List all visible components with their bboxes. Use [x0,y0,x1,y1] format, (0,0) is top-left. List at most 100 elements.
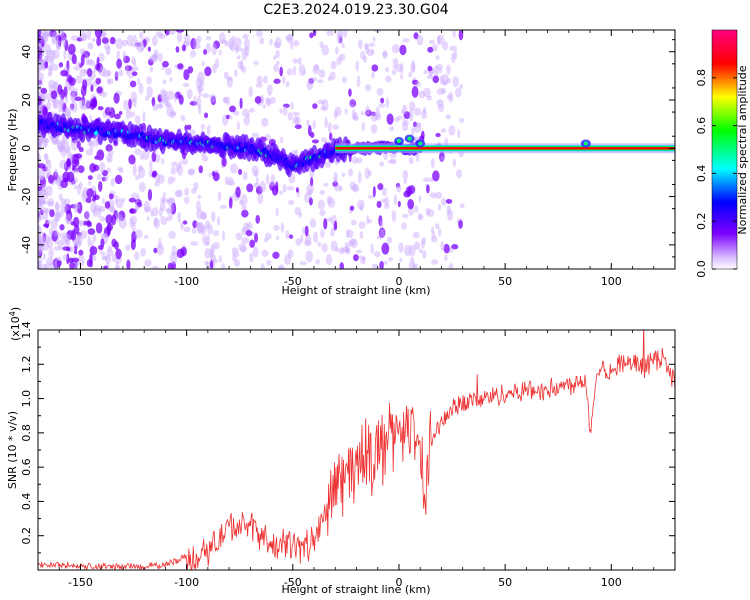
heatmap-speckle [219,32,226,44]
heatmap-speckle [265,97,270,105]
heatmap-speckle [448,262,454,269]
heatmap-speckle [142,38,147,48]
heatmap-speckle [156,243,165,256]
spectrogram-y-axis-label: Frequency (Hz) [6,109,19,192]
heatmap-speckle [239,200,244,206]
heatmap-speckle [312,103,318,109]
heatmap-speckle [210,243,215,256]
heatmap-speckle [116,50,120,61]
heatmap-speckle [244,46,250,57]
heatmap-speckle [435,191,443,199]
heatmap-speckle [38,260,42,269]
snr-x-tick-label-0: -150 [68,576,93,589]
heatmap-speckle [197,103,202,115]
heatmap-speckle [427,65,433,72]
heatmap-speckle [70,229,76,241]
heatmap-speckle [376,200,382,209]
heatmap-speckle [356,157,363,164]
heatmap-speckle [60,202,68,214]
heatmap-speckle [306,119,310,127]
heatmap-speckle [275,235,280,241]
heatmap-speckle [144,259,152,267]
heatmap-speckle [295,149,299,157]
heatmap-speckle [385,97,390,109]
heatmap-speckle [375,106,380,119]
heatmap-speckle [46,236,54,249]
heatmap-speckle [78,181,83,190]
heatmap-speckle [324,116,329,129]
heatmap-speckle [44,160,52,172]
heatmap-speckle [38,79,43,85]
heatmap-speckle [48,49,56,61]
heatmap-speckle [443,243,450,254]
heatmap-speckle [118,217,127,229]
heatmap-speckle [108,149,114,157]
heatmap-speckle [451,52,456,64]
heatmap-speckle [396,184,402,193]
heatmap-speckle [74,177,78,184]
heatmap-speckle [114,241,119,250]
heatmap-speckle [175,30,184,33]
heatmap-speckle [255,214,260,224]
heatmap-speckle [288,234,294,239]
heatmap-speckle [151,54,159,63]
heatmap-speckle [243,38,251,50]
heatmap-speckle [186,124,192,131]
heatmap-speckle [326,195,333,205]
heatmap-speckle [84,210,91,221]
heatmap-speckle [98,205,106,213]
heatmap-speckle [452,30,456,39]
heatmap-speckle [445,198,453,204]
spectrogram-x-ticks: -150 -100 -50 0 50 100 [37,30,676,288]
heatmap-speckle [156,103,165,109]
heatmap-speckle [295,238,302,246]
heatmap-speckle [107,245,113,252]
heatmap-speckle [235,47,244,52]
heatmap-speckle [404,119,409,126]
heatmap-speckle [413,241,421,251]
heatmap-speckle [64,233,71,244]
heatmap-speckle [64,198,71,206]
heatmap-speckle [73,88,79,94]
heatmap-speckle [98,52,105,62]
heatmap-speckle [182,82,190,88]
heatmap-speckle [38,34,43,44]
heatmap-speckle [257,192,264,204]
heatmap-speckle [132,98,137,108]
heatmap-speckle [232,251,240,257]
heatmap-speckle [217,191,222,201]
snr-panel: -150 -100 -50 0 50 100 0.20.40.60.81.01.21.4 … [6,307,676,596]
heatmap-speckle [45,52,50,62]
heatmap-speckle [59,159,68,170]
heatmap-speckle [262,104,266,110]
heatmap-speckle [50,218,58,230]
heatmap-speckle [414,122,422,128]
heatmap-speckle [43,106,48,118]
heatmap-speckle [446,204,451,216]
heatmap-speckle [58,193,63,201]
heatmap-speckle [151,265,160,269]
heatmap-speckle [101,170,108,177]
heatmap-speckle [81,95,86,107]
heatmap-speckle [39,176,46,188]
heatmap-speckle [211,43,218,56]
heatmap-speckle [412,263,419,269]
heatmap-speckle [65,213,72,225]
heatmap-speckle [70,139,78,151]
heatmap-speckle [38,67,41,78]
heatmap-speckle [92,96,97,107]
spectrogram-y-tick-label-1: -20 [20,188,33,206]
heatmap-speckle [116,58,122,69]
heatmap-speckle [108,207,116,212]
snr-y-ticks: 0.2 0.4 0.6 0.8 1.0 1.2 1.4 [20,321,675,554]
heatmap-speckle [282,105,288,116]
heatmap-speckle [340,246,349,253]
heatmap-speckle [212,229,220,237]
heatmap-speckle [309,131,315,139]
heatmap-speckle [298,212,302,219]
heatmap-speckle [158,237,162,250]
heatmap-speckle [78,249,84,256]
heatmap-speckle [439,151,445,162]
heatmap-speckle [38,135,43,146]
heatmap-speckle [273,55,277,61]
